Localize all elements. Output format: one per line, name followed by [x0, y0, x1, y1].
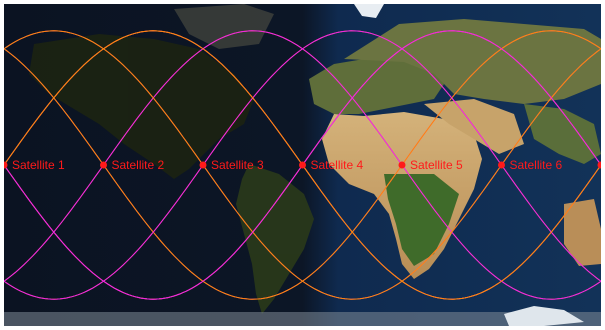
satellite-label: Satellite 5 — [410, 158, 463, 172]
satellite-label: Satellite 4 — [311, 158, 364, 172]
satellite-label: Satellite 6 — [510, 158, 563, 172]
satellite-marker[interactable] — [199, 161, 207, 169]
satellite-label: Satellite 1 — [12, 158, 65, 172]
satellite-label: Satellite 2 — [112, 158, 165, 172]
ground-track — [4, 30, 601, 300]
satellite-markers: Satellite 1 Satellite 2 Satellite 3 Satelli… — [4, 158, 601, 172]
satellite-marker[interactable] — [4, 161, 8, 169]
satellite-marker[interactable] — [498, 161, 505, 169]
ground-track — [4, 30, 601, 300]
ground-track — [4, 30, 601, 300]
satellite-label: Satellite 3 — [211, 158, 264, 172]
satellite-marker[interactable] — [299, 161, 306, 169]
satellite-marker[interactable] — [597, 161, 602, 169]
world-map-canvas: Satellite 1 Satellite 2 Satellite 3 Satelli… — [4, 4, 601, 326]
americas-landmass — [29, 4, 314, 314]
polar-ice — [4, 4, 601, 326]
world-map: Satellite 1 Satellite 2 Satellite 3 Satelli… — [4, 4, 601, 326]
satellite-marker[interactable] — [100, 161, 107, 169]
ground-track — [4, 30, 601, 300]
africa-europe-landmass — [309, 19, 601, 279]
satellite-marker[interactable] — [398, 161, 406, 169]
